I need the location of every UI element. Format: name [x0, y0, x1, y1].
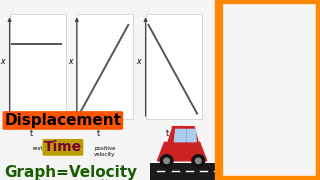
Polygon shape [187, 129, 196, 142]
Text: positive
velocity: positive velocity [94, 146, 116, 157]
Text: t: t [165, 129, 168, 138]
Text: Graph=Velocity: Graph=Velocity [4, 165, 138, 180]
Text: t: t [97, 129, 100, 138]
Polygon shape [174, 129, 186, 142]
Circle shape [196, 158, 201, 164]
Polygon shape [157, 142, 207, 161]
Text: (c): (c) [170, 179, 177, 180]
Text: (a): (a) [34, 179, 42, 180]
Text: x: x [1, 57, 5, 66]
Text: x: x [68, 57, 72, 66]
Text: rest: rest [32, 146, 43, 151]
Circle shape [164, 158, 169, 164]
Text: Displacement: Displacement [4, 113, 121, 128]
Circle shape [160, 155, 173, 167]
Text: t: t [29, 129, 32, 138]
Bar [150, 163, 221, 180]
Circle shape [192, 155, 204, 167]
Text: x: x [137, 57, 141, 66]
Text: negative
velocity: negative velocity [162, 146, 186, 157]
Text: Time: Time [44, 140, 82, 154]
Polygon shape [168, 127, 198, 142]
Text: (b): (b) [101, 179, 109, 180]
